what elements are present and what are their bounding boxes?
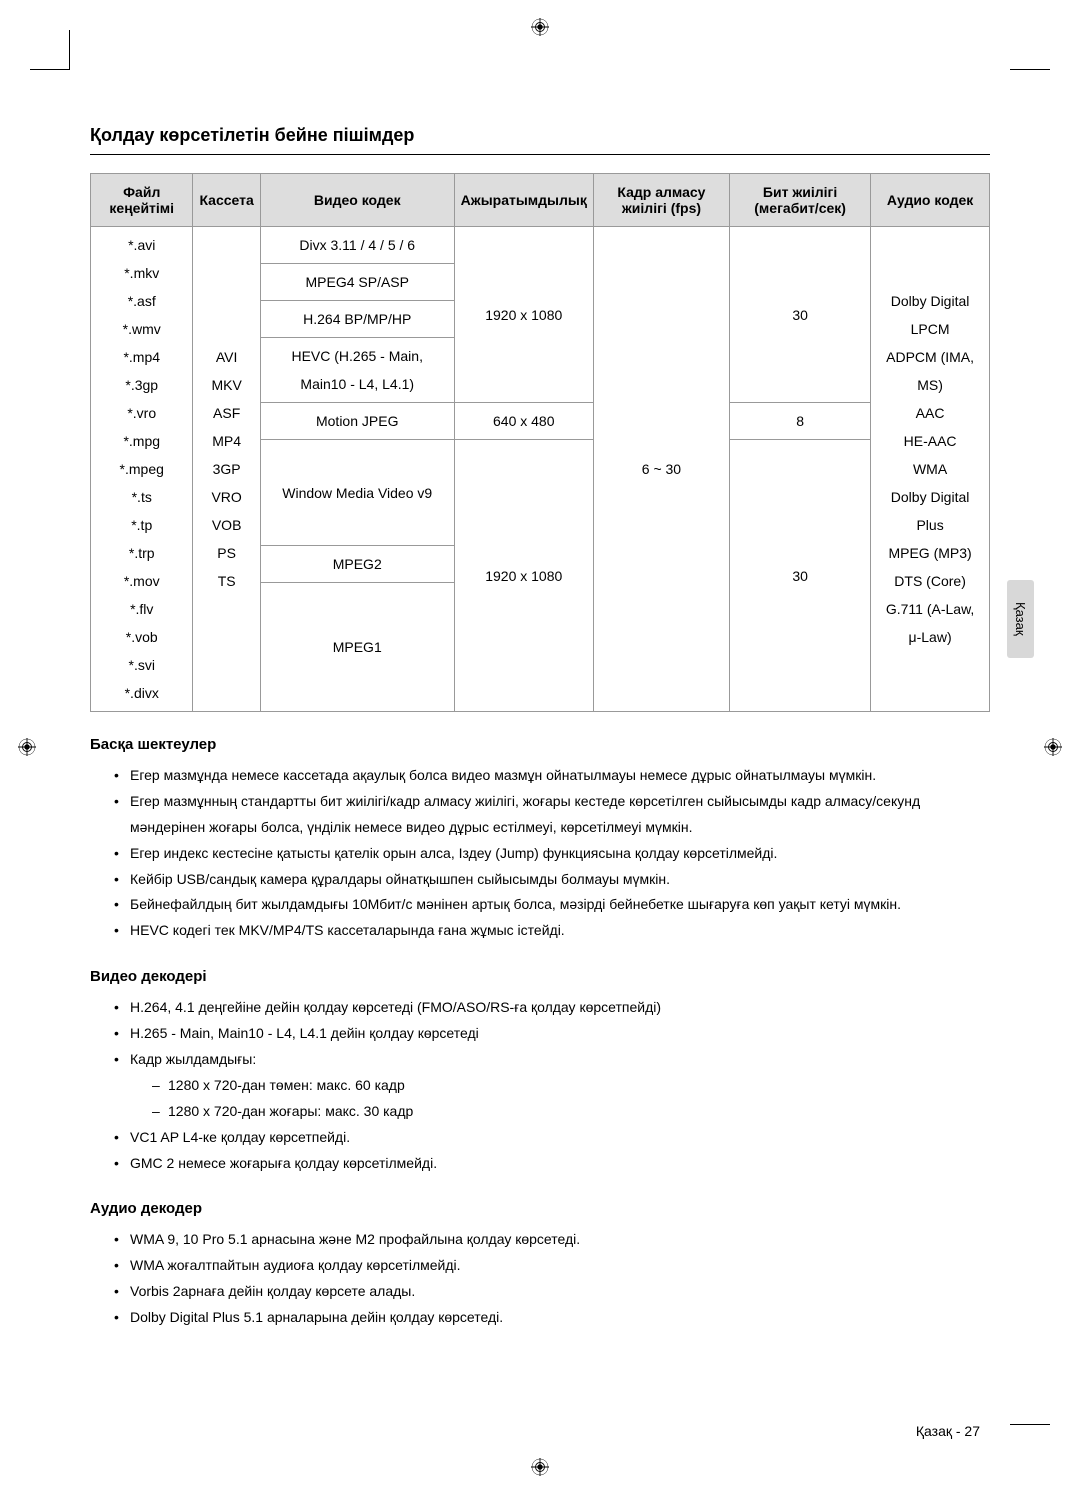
cell-resolution: 1920 x 1080 xyxy=(454,227,593,403)
side-tab: Қазақ xyxy=(1007,580,1034,658)
cell-codec: HEVC (H.265 - Main, Main10 - L4, L4.1) xyxy=(260,338,454,403)
cell-audio-codecs: Dolby DigitalLPCMADPCM (IMA, MS)AACHE-AA… xyxy=(871,227,990,712)
video-formats-table: Файл кеңейтімі Кассета Видео кодек Ажыра… xyxy=(90,173,990,712)
cell-codec: MPEG2 xyxy=(260,546,454,583)
list-item: Кейбір USB/сандық камера құралдары ойнат… xyxy=(114,867,990,893)
cell-bit-rate: 30 xyxy=(730,227,871,403)
cell-containers: AVIMKVASFMP43GPVROVOBPSTS xyxy=(193,227,260,712)
crop-mark xyxy=(1010,30,1050,70)
cell-codec: MPEG1 xyxy=(260,583,454,712)
registration-mark-icon xyxy=(531,1458,549,1476)
cell-codec: Motion JPEG xyxy=(260,403,454,440)
list-item: 1280 x 720-дан төмен: макс. 60 кадр xyxy=(152,1073,990,1099)
list-item: 1280 x 720-дан жоғары: макс. 30 кадр xyxy=(152,1099,990,1125)
th-resolution: Ажыратымдылық xyxy=(454,174,593,227)
th-frame-rate: Кадр алмасу жиілігі (fps) xyxy=(593,174,729,227)
registration-mark-icon xyxy=(531,18,549,36)
cell-resolution: 640 x 480 xyxy=(454,403,593,440)
section-title: Қолдау көрсетілетін бейне пішімдер xyxy=(90,125,990,155)
subsection-title: Видео декодері xyxy=(90,968,990,985)
list-item: WMA 9, 10 Pro 5.1 арнасына және M2 профа… xyxy=(114,1227,990,1253)
cell-bit-rate: 8 xyxy=(730,403,871,440)
cell-codec: MPEG4 SP/ASP xyxy=(260,264,454,301)
list-item: VC1 AP L4-ке қолдау көрсетпейді. xyxy=(114,1125,990,1151)
list-item: Кадр жылдамдығы: 1280 x 720-дан төмен: м… xyxy=(114,1047,990,1125)
registration-mark-icon xyxy=(1044,738,1062,756)
page-footer: Қазақ - 27 xyxy=(916,1423,980,1439)
th-container: Кассета xyxy=(193,174,260,227)
audio-decoder-list: WMA 9, 10 Pro 5.1 арнасына және M2 профа… xyxy=(90,1227,990,1331)
th-audio-codec: Аудио кодек xyxy=(871,174,990,227)
other-restrictions-list: Егер мазмұнда немесе кассетада ақаулық б… xyxy=(90,763,990,944)
list-item: H.264, 4.1 деңгейіне дейін қолдау көрсет… xyxy=(114,995,990,1021)
cell-codec: H.264 BP/MP/HP xyxy=(260,301,454,338)
cell-bit-rate: 30 xyxy=(730,440,871,712)
list-item: GMC 2 немесе жоғарыға қолдау көрсетілмей… xyxy=(114,1151,990,1177)
cell-file-exts: *.avi*.mkv*.asf*.wmv*.mp4*.3gp*.vro*.mpg… xyxy=(91,227,193,712)
sub-list: 1280 x 720-дан төмен: макс. 60 кадр 1280… xyxy=(130,1073,990,1125)
registration-mark-icon xyxy=(18,738,36,756)
list-item: Бейнефайлдың бит жылдамдығы 10Мбит/с мән… xyxy=(114,892,990,918)
list-item-label: Кадр жылдамдығы: xyxy=(130,1051,256,1067)
cell-codec: Divx 3.11 / 4 / 5 / 6 xyxy=(260,227,454,264)
video-decoder-list: H.264, 4.1 деңгейіне дейін қолдау көрсет… xyxy=(90,995,990,1176)
list-item: WMA жоғалтпайтын аудиоға қолдау көрсетіл… xyxy=(114,1253,990,1279)
list-item: Vorbis 2арнаға дейін қолдау көрсете алад… xyxy=(114,1279,990,1305)
cell-resolution: 1920 x 1080 xyxy=(454,440,593,712)
subsection-title: Басқа шектеулер xyxy=(90,736,990,753)
cell-frame-rate: 6 ~ 30 xyxy=(593,227,729,712)
list-item: Dolby Digital Plus 5.1 арналарына дейін … xyxy=(114,1305,990,1331)
cell-codec: Window Media Video v9 xyxy=(260,440,454,546)
subsection-title: Аудио декодер xyxy=(90,1200,990,1217)
list-item: Егер мазмұнда немесе кассетада ақаулық б… xyxy=(114,763,990,789)
list-item: Егер мазмұнның стандартты бит жиілігі/ка… xyxy=(114,789,990,841)
th-file-ext: Файл кеңейтімі xyxy=(91,174,193,227)
th-video-codec: Видео кодек xyxy=(260,174,454,227)
page-content: Қолдау көрсетілетін бейне пішімдер Файл … xyxy=(90,125,990,1331)
list-item: Егер индекс кестесіне қатысты қателік ор… xyxy=(114,841,990,867)
crop-mark xyxy=(1010,1424,1050,1464)
list-item: H.265 - Main, Main10 - L4, L4.1 дейін қо… xyxy=(114,1021,990,1047)
list-item: HEVC кодегі тек MKV/MP4/TS кассеталарынд… xyxy=(114,918,990,944)
th-bit-rate: Бит жиілігі (мегабит/сек) xyxy=(730,174,871,227)
crop-mark xyxy=(30,30,70,70)
